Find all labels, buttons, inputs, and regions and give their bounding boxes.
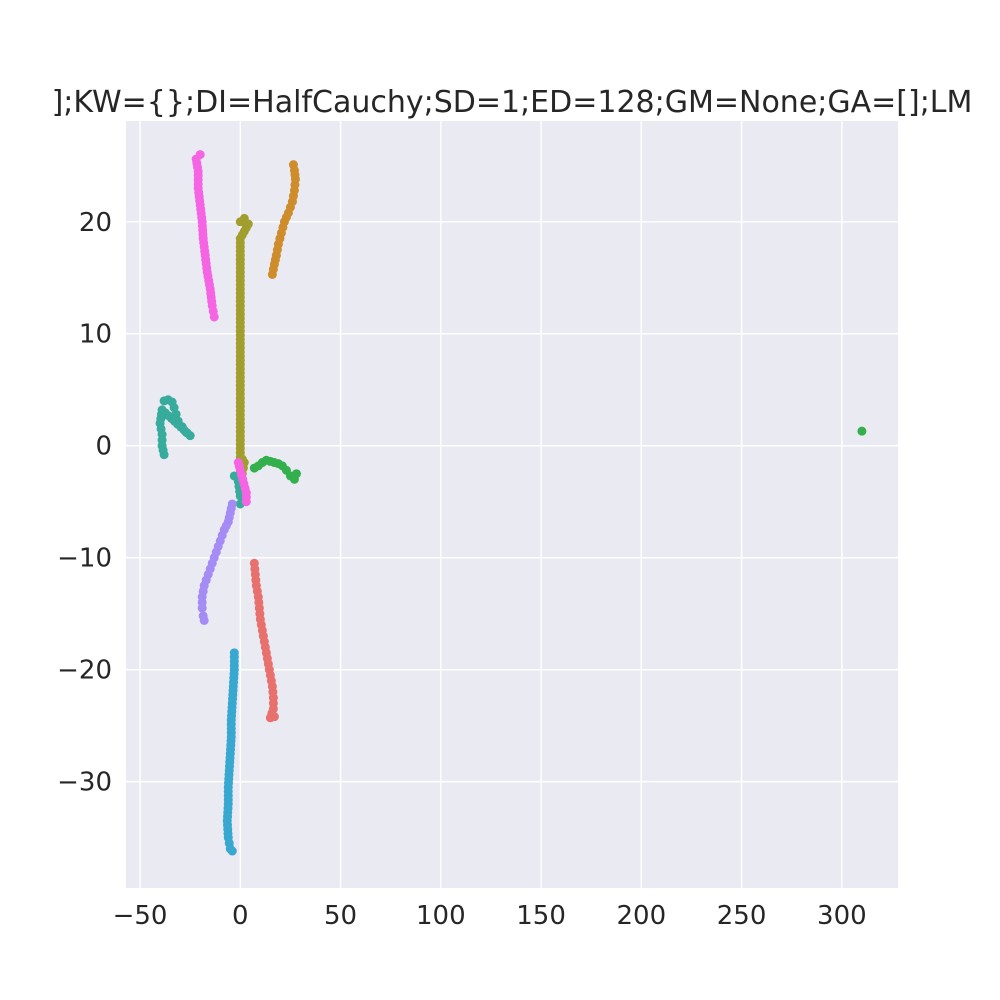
data-points <box>155 150 867 856</box>
data-point <box>227 846 237 856</box>
x-tick-label: 200 <box>617 901 667 931</box>
series-5 <box>155 395 245 509</box>
data-point <box>241 497 251 507</box>
data-point <box>199 615 209 625</box>
series-8 <box>191 150 251 507</box>
chart-title: ];KW={};DI=HalfCauchy;SD=1;ED=128;GM=Non… <box>52 85 973 120</box>
x-tick-label: 150 <box>516 901 566 931</box>
data-point <box>288 160 298 170</box>
x-tick-label: 0 <box>232 901 249 931</box>
series-2 <box>267 160 300 279</box>
y-tick-label: −30 <box>57 768 112 798</box>
data-point <box>269 712 279 722</box>
y-axis-tick-labels: −30 −20 −10 0 10 20 <box>57 208 112 798</box>
data-point <box>291 469 301 479</box>
series-4 <box>249 426 867 484</box>
x-tick-label: 300 <box>817 901 867 931</box>
data-point <box>197 603 207 613</box>
series-7 <box>197 499 237 625</box>
plot-area <box>126 121 898 888</box>
x-tick-label: −50 <box>113 901 168 931</box>
data-point <box>209 312 219 322</box>
series-1 <box>249 558 279 723</box>
series-6 <box>222 648 239 856</box>
data-point <box>857 426 867 436</box>
y-tick-label: −20 <box>57 656 112 686</box>
y-tick-label: 20 <box>79 208 112 238</box>
x-tick-label: 50 <box>324 901 357 931</box>
y-tick-label: −10 <box>57 544 112 574</box>
data-point <box>159 450 169 460</box>
x-tick-label: 100 <box>416 901 466 931</box>
grid-lines <box>126 121 898 888</box>
y-tick-label: 0 <box>95 432 112 462</box>
x-tick-label: 250 <box>717 901 767 931</box>
series-3 <box>235 213 253 490</box>
y-tick-label: 10 <box>79 320 112 350</box>
x-axis-tick-labels: −50 0 50 100 150 200 250 300 <box>113 901 867 931</box>
